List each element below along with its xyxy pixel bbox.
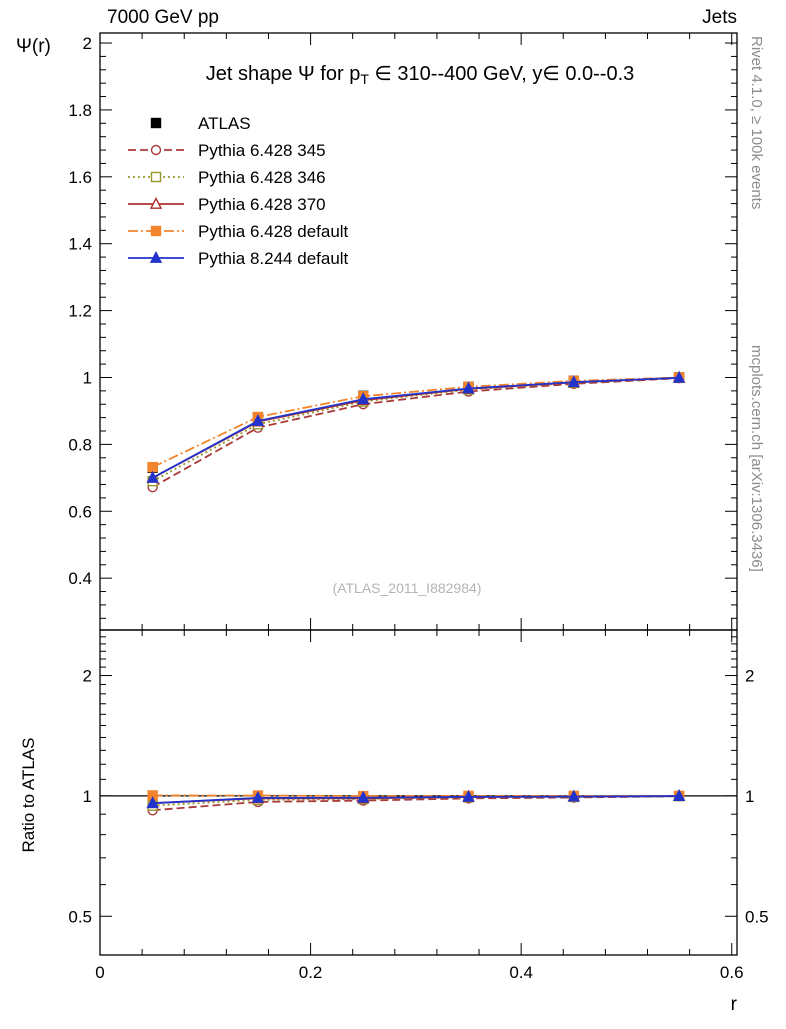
p8-default-marker [149, 250, 163, 263]
y-tick-label-ratio-left: 2 [83, 667, 92, 686]
p6-370-line [152, 376, 680, 479]
p6-default-legend-label: Pythia 6.428 default [198, 222, 349, 241]
p6-default-marker [147, 461, 158, 473]
y-tick-label-ratio-left: 1 [83, 787, 92, 806]
header-process-label: Jets [702, 7, 737, 28]
p8-default-line [152, 376, 680, 479]
p6-346-legend-label: Pythia 6.428 346 [198, 168, 326, 187]
y-tick-label-main: 0.8 [68, 435, 92, 454]
x-tick-label: 0 [95, 963, 104, 982]
x-tick-label: 0.2 [299, 963, 323, 982]
p6-370-legend-label: Pythia 6.428 370 [198, 195, 326, 214]
p8-default-marker [357, 790, 370, 803]
p6-370-marker [149, 196, 163, 209]
p8-default-marker [146, 796, 159, 809]
p8-default-marker [251, 413, 265, 426]
plot-title: Jet shape Ψ for pT ∈ 310--400 GeV, y∈ 0.… [206, 63, 635, 87]
y-axis-title-main: Ψ(r) [16, 36, 51, 57]
p8-default-marker [146, 470, 159, 483]
p6-345-legend-label: Pythia 6.428 345 [198, 141, 326, 160]
p8-default-marker [672, 370, 686, 383]
p8-default-marker [462, 789, 475, 802]
p8-default-legend-label: Pythia 8.244 default [198, 249, 349, 268]
p6-default-line [152, 376, 680, 468]
header-beam-label: 7000 GeV pp [107, 7, 219, 28]
y-tick-label-main: 0.6 [68, 502, 92, 521]
p6-345-marker [150, 144, 162, 156]
x-axis-title: r [731, 994, 738, 1015]
y-tick-label-main: 1.8 [68, 101, 92, 120]
p8-default-marker [567, 375, 580, 388]
main-panel-frame [99, 32, 738, 631]
rivet-version-note: Rivet 4.1.0, ≥ 100k events [748, 36, 765, 209]
y-tick-label-main: 2 [83, 34, 92, 53]
y-tick-label-ratio-left: 0.5 [68, 907, 92, 926]
x-tick-label: 0.4 [509, 963, 533, 982]
y-tick-label-main: 1.4 [68, 235, 92, 254]
plot-title-sub: T [360, 71, 369, 87]
y-tick-label-main: 0.4 [68, 569, 92, 588]
ratio-panel-frame [99, 629, 738, 956]
p6-346-marker [150, 171, 162, 183]
atlas-legend-label: ATLAS [198, 114, 251, 133]
y-tick-label-main: 1.2 [68, 302, 92, 321]
p8-default-marker [567, 789, 580, 802]
y-axis-title-ratio: Ratio to ATLAS [19, 738, 38, 853]
y-tick-label-main: 1 [83, 368, 92, 387]
plot-title-post: ∈ 310--400 GeV, y∈ 0.0--0.3 [369, 63, 634, 85]
y-tick-label-ratio-right: 0.5 [745, 907, 769, 926]
p8-default-marker [462, 381, 475, 394]
y-tick-label-ratio-right: 1 [745, 787, 754, 806]
p8-default-ratio-line [152, 795, 680, 805]
mcplots-arxiv-note: mcplots.cern.ch [arXiv:1306.3436] [748, 345, 765, 572]
p8-default-marker [357, 392, 370, 405]
atlas-marker [150, 117, 162, 129]
p8-default-marker [251, 790, 265, 803]
p8-default-marker [672, 789, 686, 801]
y-tick-label-main: 1.6 [68, 168, 92, 187]
plot-title-pre: Jet shape Ψ for p [206, 63, 361, 85]
analysis-id-watermark: (ATLAS_2011_I882984) [333, 580, 482, 596]
y-tick-label-ratio-right: 2 [745, 667, 754, 686]
x-tick-label: 0.6 [720, 963, 744, 982]
p6-default-marker [150, 225, 162, 237]
